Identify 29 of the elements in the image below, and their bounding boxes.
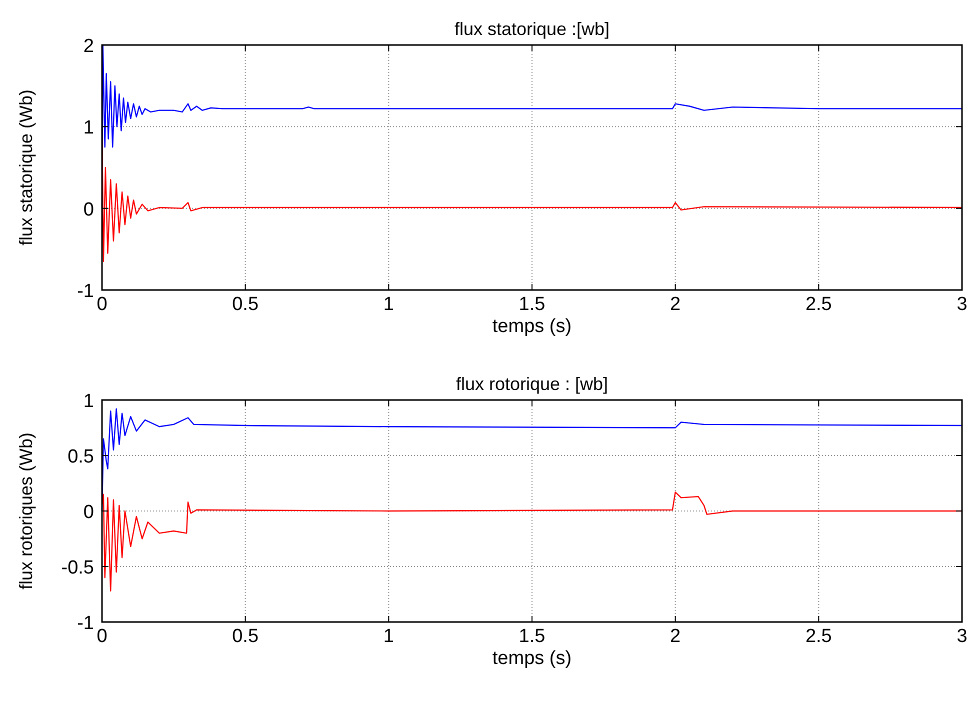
x-tick-label: 0.5 — [232, 626, 259, 647]
chart-title: flux rotorique : [wb] — [456, 374, 608, 394]
x-tick-label: 3 — [956, 626, 968, 647]
x-axis-title: temps (s) — [492, 648, 572, 669]
x-tick-label: 2.5 — [805, 294, 832, 315]
y-tick-label: 0.5 — [68, 446, 94, 468]
y-axis-title: flux rotoriques (Wb) — [16, 432, 36, 590]
x-tick-label: 0 — [96, 626, 108, 647]
x-tick-label: 0.5 — [232, 294, 259, 315]
x-tick-label: 1.5 — [518, 294, 546, 315]
x-tick-label: 1 — [383, 294, 394, 315]
chart-title: flux statorique :[wb] — [454, 19, 610, 39]
y-tick-label: 0 — [83, 502, 94, 523]
y-tick-label: 1 — [83, 391, 94, 412]
x-tick-label: 2.5 — [805, 626, 832, 647]
y-axis-title: flux statorique (Wb) — [16, 89, 36, 246]
x-tick-label: 0 — [96, 294, 108, 315]
x-tick-label: 2 — [670, 626, 681, 647]
x-tick-label: 3 — [956, 294, 968, 315]
x-tick-label: 1.5 — [518, 626, 546, 647]
y-tick-label: -1 — [77, 613, 94, 634]
y-tick-label: 0 — [83, 199, 94, 220]
y-tick-label: 2 — [83, 36, 94, 57]
x-tick-label: 1 — [383, 626, 394, 647]
y-tick-label: 1 — [83, 118, 94, 139]
x-axis-title: temps (s) — [492, 316, 572, 337]
y-tick-label: -1 — [77, 281, 94, 302]
y-tick-label: -0.5 — [61, 558, 94, 578]
x-tick-label: 2 — [670, 294, 681, 315]
